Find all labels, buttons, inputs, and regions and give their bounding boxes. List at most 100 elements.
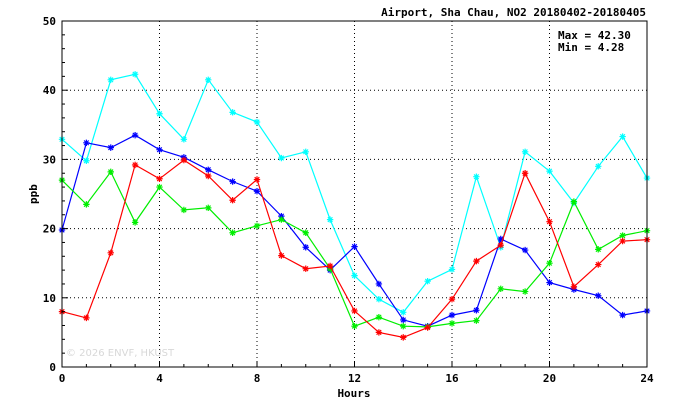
data-point xyxy=(180,156,188,164)
data-point xyxy=(521,148,529,155)
data-point xyxy=(131,161,139,169)
data-point xyxy=(473,317,480,324)
x-tick-label: 20 xyxy=(543,372,556,385)
y-tick-label: 30 xyxy=(43,153,56,166)
data-point xyxy=(229,197,236,204)
data-point xyxy=(83,314,90,322)
data-point xyxy=(448,320,456,327)
data-point xyxy=(302,229,309,236)
data-point xyxy=(546,167,553,175)
data-point xyxy=(278,252,285,259)
data-point xyxy=(326,262,334,270)
data-point xyxy=(83,201,90,208)
data-point xyxy=(107,168,114,176)
data-point xyxy=(205,76,212,84)
data-point xyxy=(473,173,480,180)
data-point xyxy=(326,216,334,223)
data-point xyxy=(253,222,261,230)
data-point xyxy=(107,144,114,151)
data-point xyxy=(521,246,529,254)
x-axis-ticks: 0 4 8 12 16 20 24 xyxy=(59,361,654,385)
data-point xyxy=(497,285,504,293)
data-point xyxy=(156,146,163,153)
y-axis-label: ppb xyxy=(27,184,40,204)
data-point xyxy=(546,279,553,286)
data-point xyxy=(570,198,578,205)
grid-lines xyxy=(62,21,647,367)
max-label: Max = 42.30 xyxy=(558,29,631,42)
data-point xyxy=(375,313,383,321)
data-point xyxy=(619,237,626,245)
data-point xyxy=(424,277,431,285)
data-point xyxy=(302,265,309,272)
data-point xyxy=(400,309,407,316)
data-point xyxy=(205,172,212,180)
data-point xyxy=(107,76,114,84)
data-point xyxy=(521,288,529,295)
x-tick-label: 12 xyxy=(348,372,361,385)
data-point xyxy=(205,204,212,212)
data-point xyxy=(400,334,407,341)
data-point xyxy=(473,257,480,265)
data-point xyxy=(595,261,602,268)
data-point xyxy=(521,170,529,177)
data-point xyxy=(497,242,504,249)
data-point xyxy=(253,188,261,195)
watermark: © 2026 ENVF, HKUST xyxy=(66,348,175,359)
data-point xyxy=(302,148,309,155)
data-point xyxy=(351,307,358,315)
data-point xyxy=(473,307,480,314)
x-tick-label: 0 xyxy=(59,372,66,385)
data-point xyxy=(156,110,163,117)
data-point xyxy=(619,232,626,239)
y-tick-label: 50 xyxy=(43,15,56,28)
data-point xyxy=(229,178,236,185)
data-point xyxy=(156,183,163,191)
data-point xyxy=(253,176,261,183)
data-point xyxy=(400,322,407,330)
data-point xyxy=(278,212,285,220)
data-point xyxy=(229,109,236,116)
data-point xyxy=(546,260,553,267)
y-tick-label: 0 xyxy=(49,361,56,374)
data-point xyxy=(351,322,358,330)
data-point xyxy=(595,246,602,253)
data-point xyxy=(375,280,383,288)
data-point xyxy=(351,243,358,250)
data-point xyxy=(180,136,188,143)
data-point xyxy=(278,216,285,223)
data-point xyxy=(229,229,236,236)
data-point xyxy=(570,283,578,290)
data-point xyxy=(180,206,188,214)
data-point xyxy=(424,324,431,331)
data-point xyxy=(375,329,383,336)
chart-title: Airport, Sha Chau, NO2 20180402-20180405 xyxy=(381,6,646,19)
data-point xyxy=(253,118,261,126)
x-tick-label: 24 xyxy=(640,372,654,385)
data-point xyxy=(448,266,456,273)
series-layer xyxy=(58,71,651,341)
y-tick-label: 10 xyxy=(43,292,56,305)
x-tick-label: 4 xyxy=(156,372,163,385)
min-label: Min = 4.28 xyxy=(558,41,624,54)
data-point xyxy=(595,292,602,299)
data-point xyxy=(83,139,90,146)
data-point xyxy=(595,163,602,170)
data-point xyxy=(131,219,139,226)
data-point xyxy=(351,272,358,279)
data-point xyxy=(205,166,212,173)
x-axis-label: Hours xyxy=(337,387,370,400)
data-point xyxy=(448,295,456,303)
data-point xyxy=(131,131,139,139)
data-point xyxy=(302,244,309,251)
data-point xyxy=(107,249,114,257)
data-point xyxy=(546,218,553,225)
data-point xyxy=(83,157,90,164)
x-tick-label: 8 xyxy=(254,372,261,385)
data-point xyxy=(619,133,626,140)
y-tick-label: 20 xyxy=(43,223,56,236)
y-axis-ticks: 0 10 20 30 40 50 xyxy=(43,15,68,374)
data-point xyxy=(278,154,285,162)
x-tick-label: 16 xyxy=(445,372,459,385)
